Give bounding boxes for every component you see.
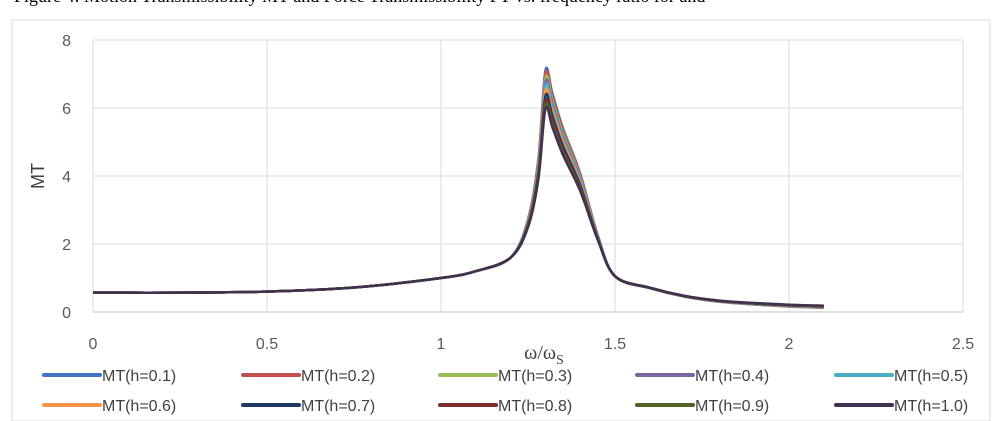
figure-caption: Figure 4: Motion Transmissibility MT and… xyxy=(0,0,1002,8)
x-tick-label: 2.5 xyxy=(952,336,974,353)
x-tick-label: 1 xyxy=(437,336,446,353)
series-lines xyxy=(92,66,824,310)
gridlines xyxy=(92,39,964,313)
x-tick-label: 2 xyxy=(785,336,794,353)
legend-label: MT(h=0.1) xyxy=(102,368,176,385)
legend-label: MT(h=0.8) xyxy=(498,398,572,415)
series-line-MT(h=0.5) xyxy=(92,82,824,309)
series-line-MT(h=0.4) xyxy=(92,78,824,309)
y-axis-label: MT xyxy=(28,163,48,189)
y-tick-label: 6 xyxy=(62,101,71,118)
legend-label: MT(h=0.3) xyxy=(498,368,572,385)
series-line-MT(h=0.2) xyxy=(92,69,824,309)
legend-label: MT(h=0.5) xyxy=(894,368,968,385)
chart-frame xyxy=(11,19,991,421)
x-tick-label: 0.5 xyxy=(256,336,278,353)
legend-label: MT(h=0.2) xyxy=(301,368,375,385)
series-line-MT(h=0.1) xyxy=(92,66,824,310)
y-tick-label: 2 xyxy=(62,237,71,254)
legend-label: MT(h=0.4) xyxy=(695,368,769,385)
x-axis-label: ω/ωS xyxy=(524,342,564,368)
legend-label: MT(h=0.6) xyxy=(102,398,176,415)
series-line-MT(h=0.6) xyxy=(92,87,824,308)
legend: MT(h=0.1) MT(h=0.2) MT(h=0.3) MT(h=0.4) MT(h… xyxy=(42,368,968,415)
y-tick-label: 0 xyxy=(62,305,71,322)
tick-labels: 0 0.5 1 1.5 2 2.5 0 2 4 6 8 xyxy=(62,33,974,353)
legend-label: MT(h=0.9) xyxy=(695,398,769,415)
y-tick-label: 4 xyxy=(62,169,71,186)
y-tick-label: 8 xyxy=(62,33,71,50)
legend-label: MT(h=1.0) xyxy=(894,398,968,415)
x-tick-label: 0 xyxy=(89,336,98,353)
series-line-MT(h=0.3) xyxy=(92,74,824,309)
legend-label: MT(h=0.7) xyxy=(301,398,375,415)
series-line-MT(h=1.0) xyxy=(92,105,824,307)
x-tick-label: 1.5 xyxy=(604,336,626,353)
